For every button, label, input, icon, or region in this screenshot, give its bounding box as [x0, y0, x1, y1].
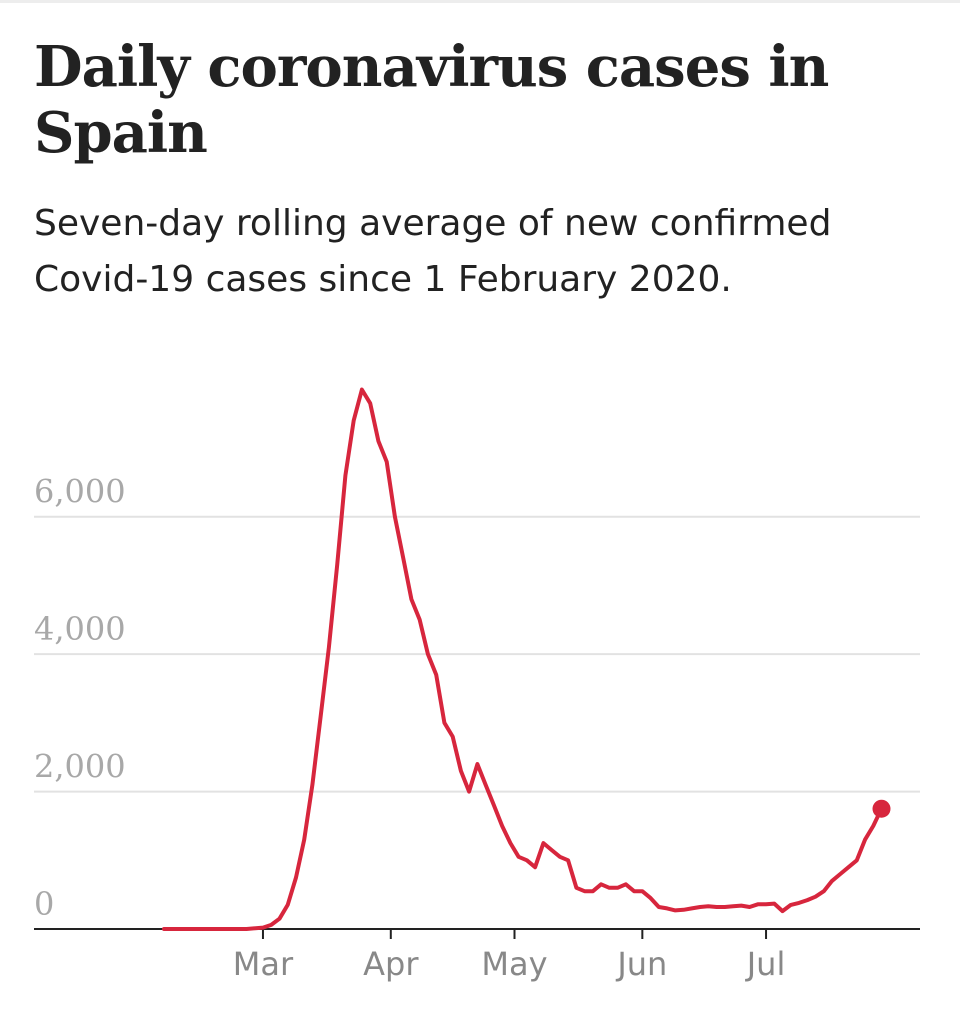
top-rule	[0, 0, 960, 3]
series-end-marker	[872, 799, 891, 818]
x-tick-label: Jul	[745, 945, 786, 983]
series-line	[162, 387, 884, 931]
x-tick-label: May	[481, 945, 547, 983]
chart-title: Daily coronavirus cases in Spain	[34, 34, 829, 166]
y-axis-labels: 0 2,000 4,000 6,000	[34, 473, 126, 923]
x-tick-label: Mar	[233, 945, 294, 983]
y-tick-label: 6,000	[34, 473, 126, 511]
y-tick-label: 2,000	[34, 748, 126, 786]
x-tick-label: Jun	[615, 945, 667, 983]
y-tick-label: 4,000	[34, 610, 126, 648]
chart-subtitle: Seven-day rolling average of new confirm…	[34, 203, 832, 300]
y-tick-label: 0	[34, 885, 54, 923]
grid-lines	[34, 515, 920, 793]
x-axis-ticks: Mar Apr May Jun Jul	[233, 929, 786, 983]
line-chart: 0 2,000 4,000 6,000 Mar Apr May Jun Jul	[34, 387, 920, 983]
x-tick-label: Apr	[363, 945, 419, 983]
